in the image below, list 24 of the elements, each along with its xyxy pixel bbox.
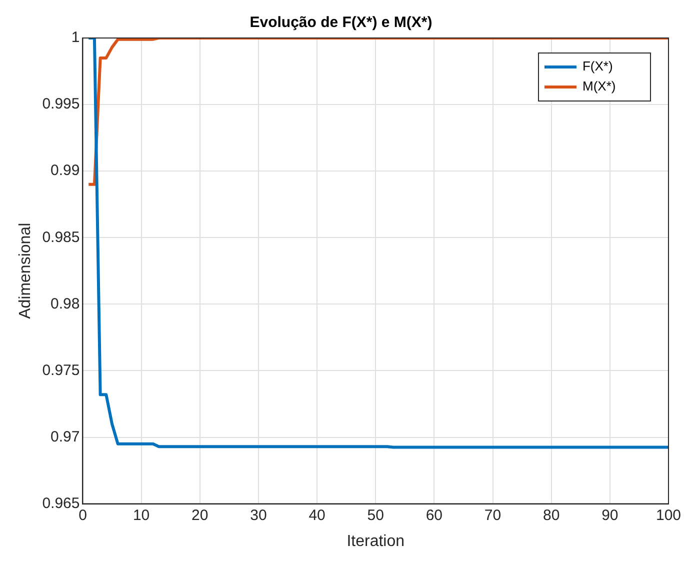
chart-title: Evolução de F(X*) e M(X*): [250, 14, 432, 32]
legend-label: M(X*): [582, 78, 616, 94]
y-axis-title: Adimensional: [17, 222, 34, 319]
x-tick-label: 80: [542, 506, 560, 524]
y-tick-label: 0.995: [42, 96, 80, 113]
legend-label: F(X*): [582, 58, 613, 74]
x-tick-label: 70: [484, 506, 502, 524]
x-tick-label: 60: [426, 506, 443, 524]
x-tick-label: 50: [367, 506, 384, 524]
x-tick-label: 30: [250, 506, 267, 524]
x-tick-label: 90: [602, 506, 618, 524]
x-tick-label: 10: [132, 506, 150, 524]
x-tick-label: 40: [308, 506, 326, 524]
y-tick-label: 0.965: [42, 494, 80, 512]
x-axis-title: Iteration: [346, 532, 405, 550]
x-tick-label: 100: [656, 506, 681, 524]
x-tick-label: 20: [192, 506, 208, 524]
y-tick-label: 0.98: [50, 295, 80, 312]
y-tick-label: 0.97: [50, 428, 80, 446]
y-tick-label: 0.99: [50, 162, 80, 180]
y-tick-label: 0.975: [42, 362, 80, 379]
x-tick-label: 0: [78, 506, 87, 524]
y-tick-label: 1: [71, 29, 80, 46]
y-tick-label: 0.985: [42, 228, 80, 246]
